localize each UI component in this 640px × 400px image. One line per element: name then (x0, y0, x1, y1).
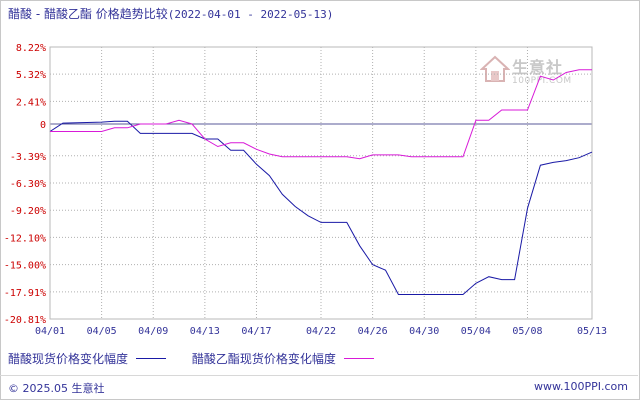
y-tick-label: -3.39% (10, 152, 46, 163)
x-tick-label: 04/09 (138, 326, 168, 337)
legend-label-series-2: 醋酸乙酯现货价格变化幅度 (191, 352, 336, 366)
y-tick-label: 8.22% (16, 43, 46, 54)
chart-date-range: (2022-04-01 - 2022-05-13) (167, 8, 334, 21)
x-tick-label: 05/04 (461, 326, 491, 337)
y-tick-label: -6.30% (10, 179, 46, 190)
footer-copyright: © 2025.05 生意社 (8, 382, 105, 395)
y-tick-label: 5.32% (16, 70, 46, 81)
y-tick-label: -17.91% (4, 288, 46, 299)
x-tick-label: 04/22 (306, 326, 336, 337)
legend-item-series-1: 醋酸现货价格变化幅度 (8, 350, 167, 367)
legend-swatch-series-1 (136, 358, 167, 359)
legend-item-series-2: 醋酸乙酯现货价格变化幅度 (192, 350, 374, 367)
x-tick-label: 04/13 (190, 326, 220, 337)
plot-area-border (49, 46, 593, 320)
x-tick-label: 04/30 (409, 326, 439, 337)
series-line-2 (50, 69, 592, 160)
x-tick-label: 05/13 (577, 326, 607, 337)
x-tick-label: 05/08 (512, 326, 542, 337)
x-tick-label: 04/26 (358, 326, 388, 337)
x-tick-label: 04/17 (241, 326, 271, 337)
x-tick-label: 04/05 (87, 326, 117, 337)
watermark-house-icon (479, 55, 511, 82)
chart-title-text: 醋酸 - 醋酸乙酯 价格趋势比较 (8, 7, 168, 21)
legend-swatch-series-2 (343, 358, 374, 359)
watermark: 生意社 100PPI.COM (479, 54, 590, 94)
series-line-1 (49, 120, 593, 295)
y-tick-label: 2.41% (16, 97, 46, 108)
y-tick-label: -20.81% (4, 315, 46, 326)
y-tick-label: 0 (40, 120, 46, 131)
y-tick-label: -9.20% (10, 206, 46, 217)
watermark-url: 100PPI.COM (512, 76, 572, 86)
chart-title: 醋酸 - 醋酸乙酯 价格趋势比较(2022-04-01 - 2022-05-13… (8, 5, 333, 22)
y-tick-label: -15.00% (4, 261, 46, 272)
y-tick-label: -12.10% (4, 233, 46, 244)
legend-label-series-1: 醋酸现货价格变化幅度 (8, 352, 129, 366)
x-tick-label: 04/01 (35, 326, 65, 337)
watermark-name: 生意社 (512, 58, 564, 77)
legend: 醋酸现货价格变化幅度 醋酸乙酯现货价格变化幅度 (8, 350, 396, 367)
footer-site-link[interactable]: www.100PPI.com (534, 380, 628, 393)
footer: © 2025.05 生意社 www.100PPI.com (0, 375, 638, 398)
